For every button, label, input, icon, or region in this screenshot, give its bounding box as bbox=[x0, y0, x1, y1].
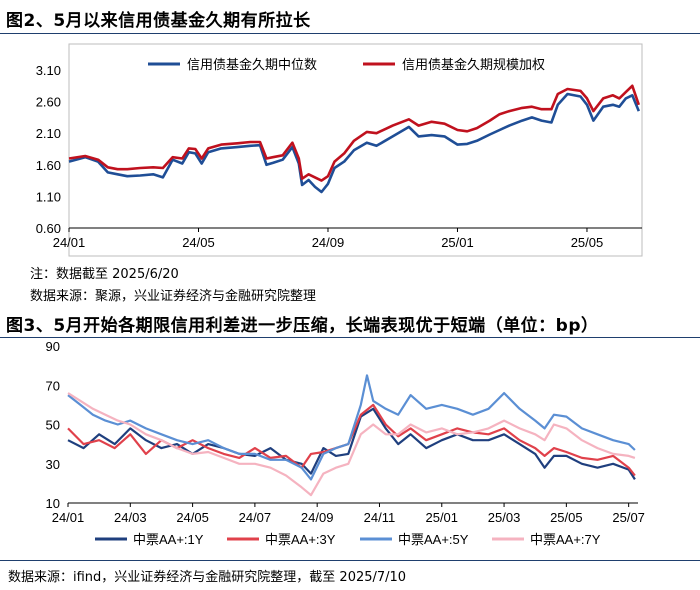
chart2-x-axis: 24/01 24/03 24/05 24/07 24/09 24/11 25/01 25/03… bbox=[52, 503, 645, 525]
chart2-x-tick-label: 25/01 bbox=[425, 510, 458, 525]
chart1-y-tick-label: 0.60 bbox=[36, 221, 61, 236]
chart1-title: 图2、5月以来信用债基金久期有所拉长 bbox=[6, 11, 311, 31]
chart1-y-tick-label: 3.10 bbox=[36, 63, 61, 78]
chart2-x-tick-label: 24/05 bbox=[176, 510, 209, 525]
chart2-y-tick-label: 10 bbox=[46, 496, 60, 511]
chart1-series-line-0 bbox=[68, 92, 641, 194]
chart1-x-tick-label: 24/09 bbox=[312, 235, 345, 250]
chart2-x-tick-label: 24/09 bbox=[301, 510, 334, 525]
chart2-source: 数据来源：ifind，兴业证券经济与金融研究院整理，截至 2025/7/10 bbox=[8, 570, 407, 585]
chart1-y-tick-label: 2.60 bbox=[36, 95, 61, 110]
chart1-x-tick-label: 24/01 bbox=[53, 235, 86, 250]
chart1-series-line-1 bbox=[68, 84, 641, 182]
chart2-y-tick-label: 50 bbox=[46, 418, 60, 433]
chart2-legend-label-3y: 中票AA+:3Y bbox=[265, 532, 336, 547]
chart1-frame bbox=[68, 43, 643, 257]
chart2-x-tick-label: 25/03 bbox=[488, 510, 521, 525]
chart2-bottom-rule bbox=[0, 560, 700, 561]
chart2-series-line-3 bbox=[67, 392, 636, 497]
chart2-y-tick-label: 30 bbox=[46, 457, 60, 472]
chart1-legend-label-weighted: 信用债基金久期规模加权 bbox=[402, 57, 545, 72]
chart2-x-tick-label: 24/03 bbox=[114, 510, 147, 525]
chart1-note: 注：数据截至 2025/6/20 bbox=[30, 267, 179, 282]
chart2-title: 图3、5月开始各期限信用利差进一步压缩，长端表现优于短端（单位：bp） bbox=[6, 316, 599, 336]
chart2-x-tick-label: 24/01 bbox=[52, 510, 85, 525]
chart2-y-tick-label: 90 bbox=[46, 339, 60, 354]
chart2-y-tick-label: 70 bbox=[46, 378, 60, 393]
chart1-y-axis: 3.10 2.60 2.10 1.60 1.10 0.60 bbox=[36, 63, 61, 236]
chart1-title-rule bbox=[0, 33, 700, 34]
chart1-y-tick-label: 1.10 bbox=[36, 189, 61, 204]
chart2-series bbox=[67, 374, 636, 497]
chart2-legend-label-7y: 中票AA+:7Y bbox=[530, 532, 601, 547]
chart1-x-tick-label: 25/05 bbox=[571, 235, 604, 250]
chart2-y-axis: 90 70 50 30 10 bbox=[46, 339, 60, 511]
chart1-x-tick-label: 24/05 bbox=[182, 235, 215, 250]
chart1-legend-label-median: 信用债基金久期中位数 bbox=[187, 57, 317, 72]
chart1-x-tick-label: 25/01 bbox=[441, 235, 474, 250]
chart1-y-tick-label: 2.10 bbox=[36, 126, 61, 141]
chart1-series bbox=[68, 84, 641, 194]
chart1-legend: 信用债基金久期中位数 信用债基金久期规模加权 bbox=[148, 57, 545, 72]
chart1-source: 数据来源：聚源，兴业证券经济与金融研究院整理 bbox=[30, 289, 317, 304]
chart2-legend: 中票AA+:1Y 中票AA+:3Y 中票AA+:5Y 中票AA+:7Y bbox=[95, 532, 601, 547]
chart2-x-tick-label: 24/07 bbox=[239, 510, 272, 525]
chart2-x-tick-label: 25/05 bbox=[550, 510, 583, 525]
chart2-series-line-1 bbox=[67, 403, 636, 477]
chart2-title-rule bbox=[0, 337, 700, 338]
chart1-x-axis: 24/01 24/05 24/09 25/01 25/05 bbox=[53, 228, 604, 250]
chart1-y-tick-label: 1.60 bbox=[36, 158, 61, 173]
chart2-legend-label-1y: 中票AA+:1Y bbox=[133, 532, 204, 547]
chart2-legend-label-5y: 中票AA+:5Y bbox=[398, 532, 469, 547]
chart2-series-line-2 bbox=[67, 374, 636, 481]
chart2-x-tick-label: 24/11 bbox=[364, 510, 396, 525]
chart2-x-tick-label: 25/07 bbox=[612, 510, 645, 525]
